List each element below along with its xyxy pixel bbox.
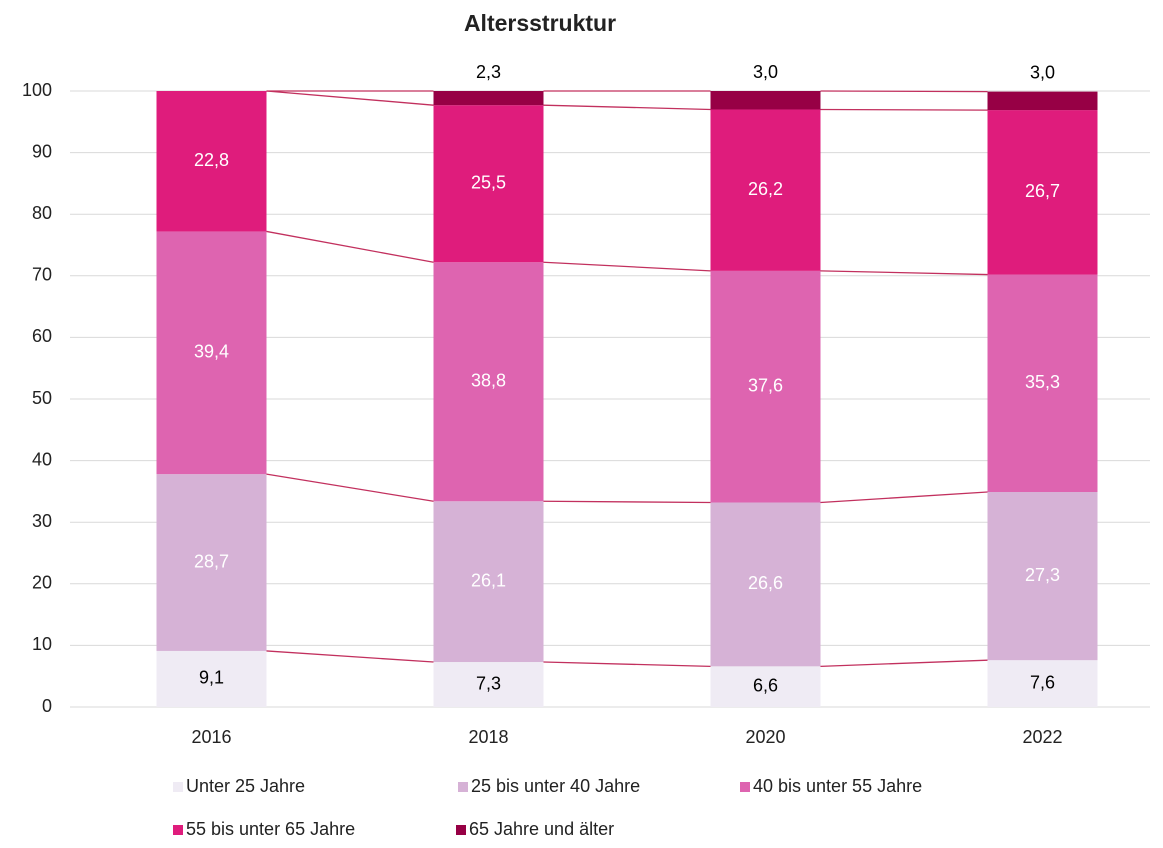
data-label: 38,8	[471, 371, 506, 391]
data-label: 28,7	[194, 551, 229, 571]
y-tick-label: 80	[32, 203, 52, 223]
y-tick-label: 30	[32, 511, 52, 531]
data-label: 26,6	[748, 573, 783, 593]
connector-line	[820, 108, 988, 111]
legend-swatch	[173, 825, 183, 835]
connector-line	[266, 650, 434, 663]
data-label: 26,2	[748, 179, 783, 199]
bar-segment	[156, 91, 267, 232]
connector-line	[820, 659, 988, 667]
bar-segment	[710, 502, 821, 667]
bar-segment	[987, 91, 1098, 111]
x-tick-label: 2016	[191, 727, 231, 747]
legend-label: 40 bis unter 55 Jahre	[753, 776, 922, 796]
bar-segment	[987, 274, 1098, 493]
data-label: 37,6	[748, 375, 783, 395]
bar-segment	[710, 109, 821, 271]
data-label: 3,0	[1030, 62, 1055, 82]
data-label: 9,1	[199, 668, 224, 688]
connector-line	[543, 104, 711, 111]
x-tick-label: 2020	[745, 727, 785, 747]
y-tick-label: 10	[32, 634, 52, 654]
data-label: 6,6	[753, 675, 778, 695]
connector-line	[820, 491, 988, 504]
bar-segment	[156, 231, 267, 475]
data-label: 22,8	[194, 150, 229, 170]
data-label: 7,3	[476, 673, 501, 693]
bar-segment	[433, 662, 544, 707]
connector-line	[266, 473, 434, 502]
bar-segment	[710, 666, 821, 707]
data-label: 26,1	[471, 570, 506, 590]
data-label: 2,3	[476, 62, 501, 82]
legend-label: 65 Jahre und älter	[469, 819, 614, 839]
bar-segment	[156, 650, 267, 707]
data-label: 25,5	[471, 172, 506, 192]
bar-segment	[433, 262, 544, 502]
legend-label: 55 bis unter 65 Jahre	[186, 819, 355, 839]
y-tick-label: 0	[42, 696, 52, 716]
bar-segment	[987, 110, 1098, 275]
bar-segment	[156, 474, 267, 651]
connector-line	[820, 270, 988, 276]
y-tick-label: 50	[32, 388, 52, 408]
y-tick-label: 70	[32, 265, 52, 285]
data-label: 39,4	[194, 342, 229, 362]
bar-segment	[433, 501, 544, 663]
y-tick-label: 20	[32, 573, 52, 593]
y-tick-label: 90	[32, 141, 52, 161]
connector-line	[266, 90, 434, 106]
x-tick-label: 2018	[468, 727, 508, 747]
data-label: 3,0	[753, 62, 778, 82]
bar-segment	[433, 91, 544, 106]
connector-line	[820, 90, 988, 93]
connector-line	[543, 261, 711, 272]
bar-segment	[987, 660, 1098, 707]
legend-swatch	[456, 825, 466, 835]
y-tick-label: 40	[32, 449, 52, 469]
data-label: 35,3	[1025, 372, 1060, 392]
bar-segment	[710, 270, 821, 503]
legend-swatch	[173, 782, 183, 792]
chart-title: Altersstruktur	[464, 10, 616, 36]
data-label: 26,7	[1025, 181, 1060, 201]
x-tick-label: 2022	[1022, 727, 1062, 747]
data-label: 7,6	[1030, 672, 1055, 692]
y-tick-label: 100	[22, 80, 52, 100]
bar-segment	[987, 492, 1098, 661]
legend-swatch	[740, 782, 750, 792]
bar-segment	[433, 105, 544, 263]
legend-label: 25 bis unter 40 Jahre	[471, 776, 640, 796]
bar-segment	[710, 91, 821, 110]
legend-label: Unter 25 Jahre	[186, 776, 305, 796]
y-tick-label: 60	[32, 326, 52, 346]
connector-line	[266, 230, 434, 263]
legend-swatch	[458, 782, 468, 792]
data-label: 27,3	[1025, 565, 1060, 585]
connector-line	[543, 661, 711, 667]
connector-line	[543, 500, 711, 504]
